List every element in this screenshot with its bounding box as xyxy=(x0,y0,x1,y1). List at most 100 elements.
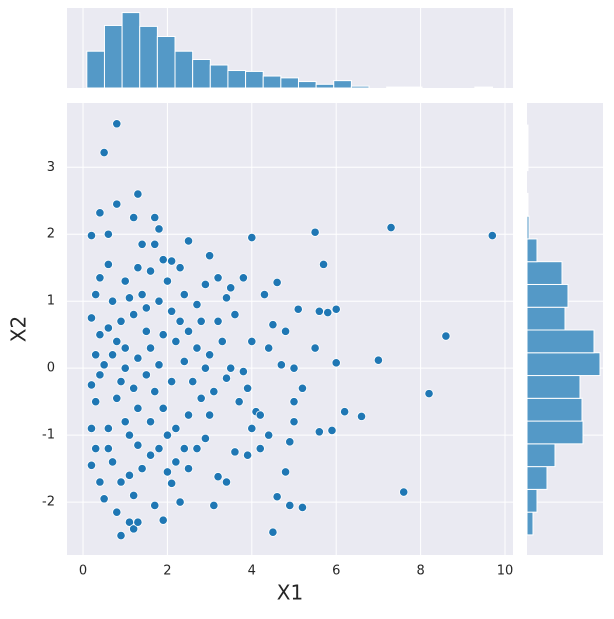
x-axis-label: X1 xyxy=(277,581,303,605)
histogram-bar xyxy=(526,147,529,172)
point xyxy=(327,425,337,436)
point xyxy=(91,443,101,454)
x-tick-label: 0 xyxy=(79,564,87,579)
point xyxy=(264,430,274,440)
point xyxy=(175,497,185,507)
point xyxy=(167,306,177,316)
histogram-bar xyxy=(262,75,282,89)
point xyxy=(200,363,210,373)
point xyxy=(205,410,215,420)
point xyxy=(179,356,189,367)
y-tick-label: -2 xyxy=(42,495,55,510)
point xyxy=(331,304,341,314)
point xyxy=(103,443,113,454)
point xyxy=(116,530,126,541)
point xyxy=(221,373,232,383)
point xyxy=(200,279,210,290)
histogram-bar xyxy=(526,488,538,513)
point xyxy=(340,407,350,417)
point xyxy=(209,500,219,511)
point xyxy=(247,232,257,243)
point xyxy=(242,450,253,460)
point xyxy=(213,316,223,326)
x-tick-label: 10 xyxy=(497,564,514,579)
point xyxy=(103,259,113,269)
point xyxy=(120,276,130,286)
point xyxy=(124,430,135,440)
point xyxy=(234,397,244,407)
point xyxy=(323,307,333,318)
point xyxy=(129,310,139,320)
point xyxy=(145,266,156,276)
point xyxy=(129,383,139,393)
point xyxy=(167,478,177,488)
point xyxy=(150,387,160,397)
point xyxy=(145,450,156,460)
point xyxy=(289,417,299,427)
point xyxy=(441,331,451,341)
point xyxy=(179,443,189,454)
histogram-bar xyxy=(297,81,317,89)
point xyxy=(95,477,105,487)
point xyxy=(276,360,286,370)
histogram-bar xyxy=(315,83,335,89)
point xyxy=(145,417,156,427)
point xyxy=(150,500,160,511)
histogram-bar xyxy=(526,466,548,490)
point xyxy=(141,370,151,380)
point xyxy=(133,263,143,273)
histogram-bar xyxy=(333,80,352,89)
point xyxy=(95,208,105,218)
point xyxy=(112,119,122,129)
point xyxy=(487,230,497,241)
histogram-bar xyxy=(386,86,405,89)
point xyxy=(137,239,147,249)
point xyxy=(107,350,118,360)
point xyxy=(129,524,139,534)
point xyxy=(120,363,130,373)
point xyxy=(221,293,232,303)
histogram-bar xyxy=(174,50,194,89)
point xyxy=(95,330,105,340)
point xyxy=(200,433,210,444)
histogram-bar xyxy=(209,64,229,89)
point xyxy=(91,289,101,300)
x-tick-label: 6 xyxy=(332,564,340,579)
point xyxy=(386,222,396,233)
point xyxy=(137,464,147,474)
histogram-bar xyxy=(526,261,563,285)
point xyxy=(175,263,185,273)
histogram-bar xyxy=(526,238,538,263)
point xyxy=(255,410,265,420)
point xyxy=(133,517,143,527)
point xyxy=(103,323,113,333)
point xyxy=(162,276,173,286)
point xyxy=(213,472,223,482)
point xyxy=(285,500,295,511)
point xyxy=(145,343,156,353)
point xyxy=(192,299,202,310)
point xyxy=(213,273,223,283)
point xyxy=(120,417,130,427)
histogram-bar xyxy=(526,192,529,217)
point xyxy=(314,427,324,437)
point xyxy=(310,227,320,237)
point xyxy=(221,477,232,487)
point xyxy=(373,355,383,365)
point xyxy=(289,397,299,407)
point xyxy=(255,443,265,454)
point xyxy=(238,273,248,283)
point xyxy=(192,343,202,353)
point xyxy=(230,447,240,457)
point xyxy=(162,430,173,440)
point xyxy=(293,304,303,314)
point xyxy=(137,289,147,300)
point xyxy=(86,313,97,323)
point xyxy=(86,230,97,241)
point xyxy=(183,410,194,420)
point xyxy=(268,527,278,537)
point xyxy=(399,487,409,497)
histogram-bar xyxy=(139,25,158,89)
histogram-bar xyxy=(526,511,534,536)
point xyxy=(280,467,291,477)
